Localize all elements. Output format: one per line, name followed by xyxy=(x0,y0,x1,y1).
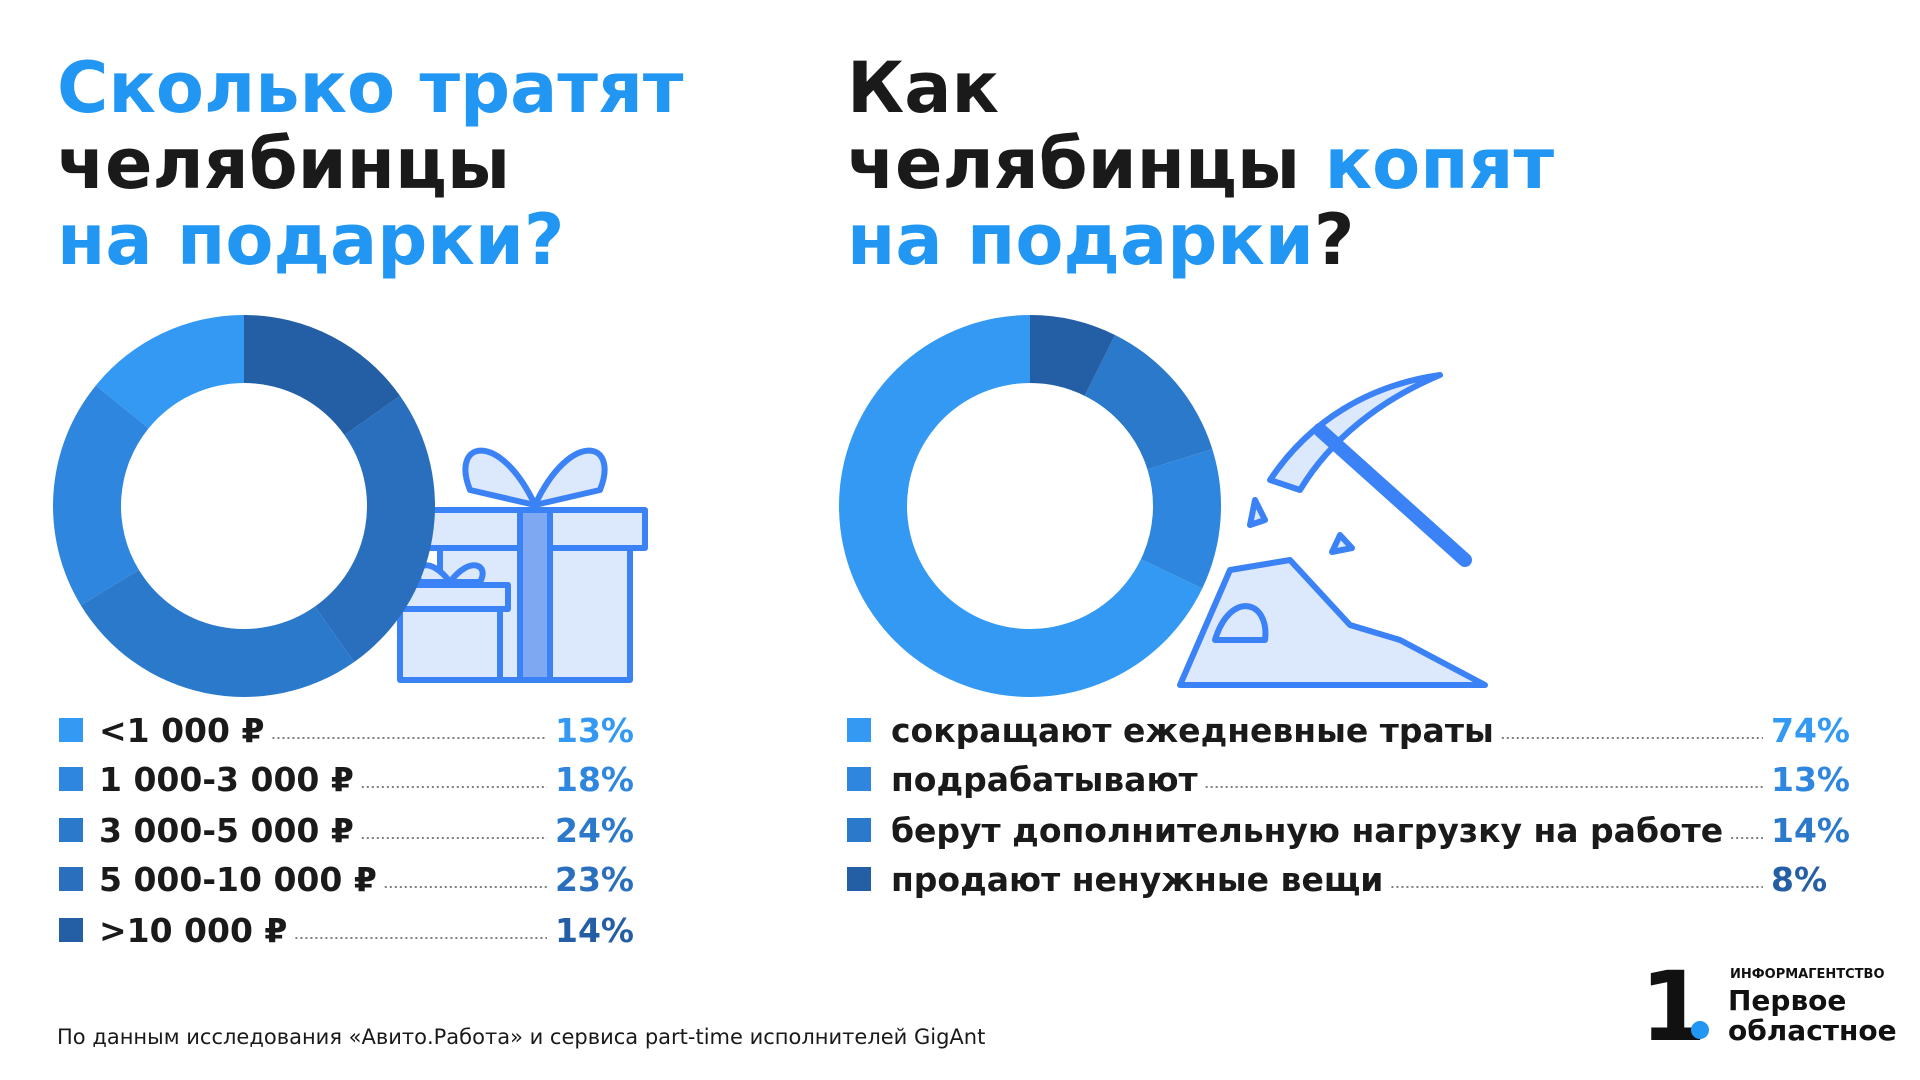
title-part: челябинцы xyxy=(57,123,510,205)
donut-segment xyxy=(80,569,355,697)
chart-title: Сколько тратят xyxy=(57,47,684,129)
donut-segment xyxy=(839,315,1203,697)
logo-dot xyxy=(1691,1021,1709,1039)
logo-name: Первое xyxy=(1728,984,1846,1017)
donut-segment xyxy=(1030,315,1115,396)
legend-swatch xyxy=(59,767,83,791)
legend-swatch xyxy=(847,718,871,742)
legend-label: 3 000-5 000 ₽ xyxy=(99,811,354,850)
legend-swatch xyxy=(847,818,871,842)
title-part: копят xyxy=(1325,123,1555,205)
title-part: челябинцы xyxy=(847,123,1325,205)
gift-icon xyxy=(389,447,648,683)
legend-swatch xyxy=(847,767,871,791)
title-part: на подарки? xyxy=(57,199,564,281)
title-part: на подарки xyxy=(847,199,1314,281)
legend-label: сокращают ежедневные траты xyxy=(891,711,1494,750)
donut-segment xyxy=(244,315,401,436)
legend-label: берут дополнительную нагрузку на работе xyxy=(891,811,1723,850)
value-label: 23% xyxy=(555,860,634,899)
value-label: 14% xyxy=(555,911,634,950)
chart-title: челябинцы xyxy=(57,123,510,205)
legend-label: продают ненужные вещи xyxy=(891,860,1383,899)
value-label: 14% xyxy=(1771,811,1850,850)
pickaxe-icon xyxy=(1177,372,1488,688)
legend-swatch xyxy=(847,867,871,891)
logo-caption: ИНФОРМАГЕНТСТВО xyxy=(1730,967,1885,982)
legend-swatch xyxy=(59,718,83,742)
donut-segment xyxy=(53,385,149,606)
chart-title: челябинцы копят xyxy=(847,123,1555,205)
title-part: ? xyxy=(1314,199,1355,281)
logo-mark: 1 xyxy=(1640,951,1707,1063)
legend-label: подрабатывают xyxy=(891,760,1198,799)
legend-swatch xyxy=(59,918,83,942)
source-note: По данным исследования «Авито.Работа» и … xyxy=(57,1025,985,1049)
legend-swatch xyxy=(59,818,83,842)
value-label: 24% xyxy=(555,811,634,850)
donut-segment xyxy=(95,315,244,429)
legend-label: >10 000 ₽ xyxy=(99,911,287,950)
chart-title: на подарки? xyxy=(57,199,564,281)
donut-segment xyxy=(1140,449,1222,589)
value-label: 13% xyxy=(555,711,634,750)
value-label: 13% xyxy=(1771,760,1850,799)
title-part: Сколько тратят xyxy=(57,47,684,129)
legend-label: 1 000-3 000 ₽ xyxy=(99,760,354,799)
donut-segment xyxy=(314,395,436,663)
value-label: 8% xyxy=(1771,860,1827,899)
legend-label: <1 000 ₽ xyxy=(99,711,264,750)
chart-title: Как xyxy=(847,47,999,129)
donut-segment xyxy=(1084,334,1213,470)
title-part: Как xyxy=(847,47,999,129)
legend-swatch xyxy=(59,867,83,891)
logo-name: областное xyxy=(1728,1014,1897,1047)
value-label: 18% xyxy=(555,760,634,799)
legend-label: 5 000-10 000 ₽ xyxy=(99,860,377,899)
value-label: 74% xyxy=(1771,711,1850,750)
chart-title: на подарки? xyxy=(847,199,1354,281)
